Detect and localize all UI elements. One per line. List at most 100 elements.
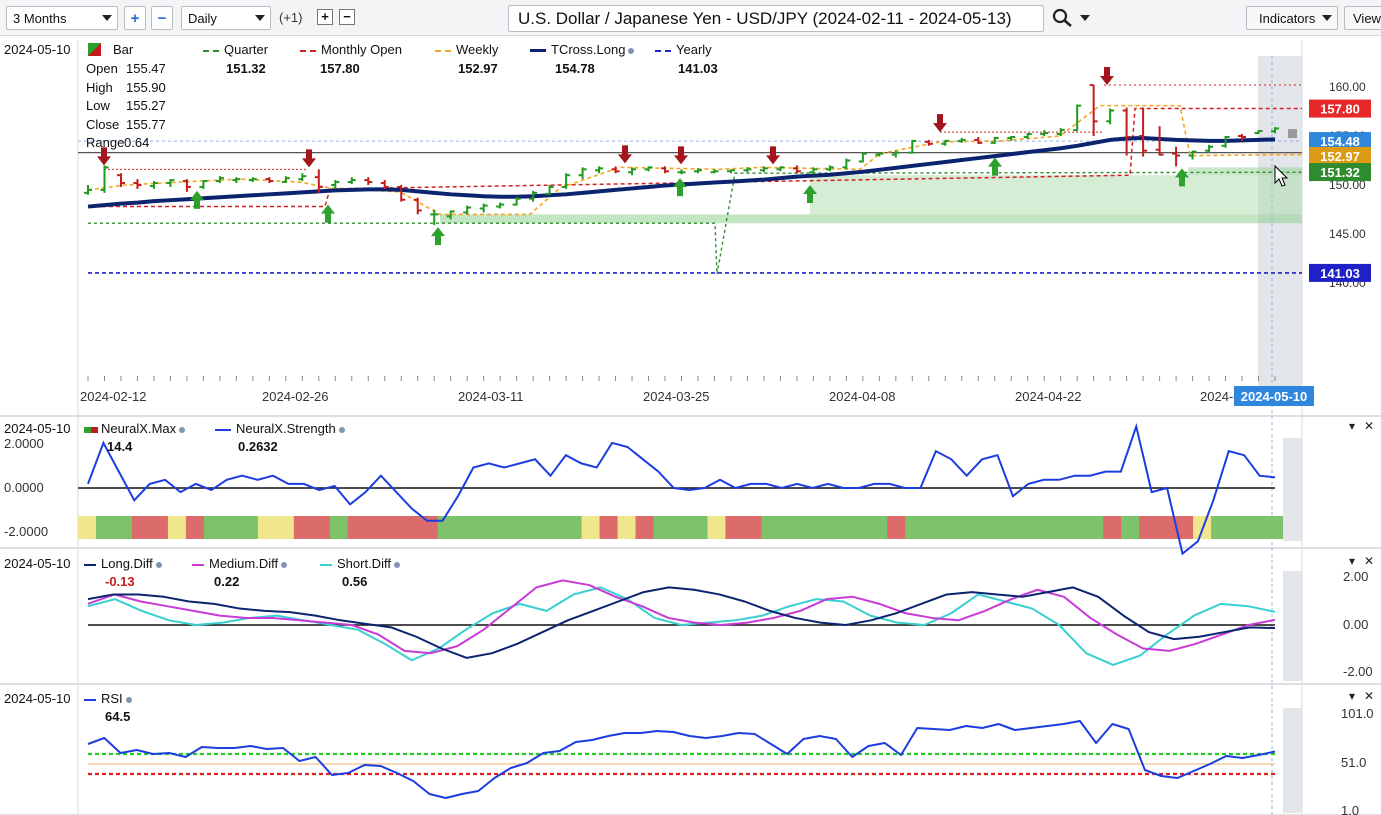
legend-rsi-name: RSI (101, 691, 123, 706)
neural-max-block (527, 516, 547, 539)
neural-max-block (1265, 516, 1284, 539)
legend-neural-max-name: NeuralX.Max (101, 421, 177, 436)
neural-max-block (275, 516, 295, 539)
search-options-chevron-icon[interactable] (1080, 15, 1090, 21)
neural-max-block (1121, 516, 1140, 539)
ohlc-key-range: Range (86, 135, 125, 150)
neural-max-block (455, 516, 475, 539)
diff-axis-label: 0.00 (1343, 617, 1368, 632)
neural-max-block (239, 516, 259, 539)
price-bar (891, 150, 900, 158)
compare-plus-button[interactable]: + (317, 9, 333, 25)
zoom-in-button[interactable]: + (124, 6, 146, 30)
price-bar (1271, 127, 1279, 134)
price-bar (661, 166, 670, 174)
medium-diff-swatch (192, 563, 204, 566)
neural-max-block (95, 516, 115, 539)
price-badge-label: 152.97 (1320, 149, 1360, 164)
buy-arrow-icon (803, 185, 817, 204)
legend-bar: Bar (88, 42, 133, 57)
neural-max-block (761, 516, 780, 539)
price-badge: 152.97 (1309, 146, 1371, 165)
neural-max-block (1175, 516, 1194, 539)
neural-max-block (1211, 516, 1230, 539)
compare-minus-button[interactable]: − (339, 9, 355, 25)
zoom-out-button[interactable]: − (151, 6, 173, 30)
neural-max-block (419, 516, 439, 539)
settings-dot-icon[interactable] (628, 47, 635, 54)
sell-arrow-icon (97, 147, 111, 166)
ohlc-value-close: 155.77 (126, 116, 166, 132)
view-button[interactable]: View (1344, 6, 1381, 30)
neural-max-block (257, 516, 277, 539)
legend-yearly-name: Yearly (676, 42, 712, 57)
price-badge-bg (1309, 163, 1371, 182)
date-axis-label: 2024-04-22 (1015, 389, 1082, 404)
rsi-swatch (84, 698, 96, 701)
symbol-input[interactable]: U.S. Dollar / Japanese Yen - USD/JPY (20… (508, 5, 1044, 32)
settings-dot-icon[interactable] (125, 696, 132, 703)
sell-arrow-icon (302, 149, 316, 168)
indicators-button[interactable]: Indicators (1246, 6, 1338, 30)
neural-future-shade (1283, 438, 1302, 541)
price-bar (1040, 130, 1049, 136)
panel-menu-chevron-icon[interactable]: ▾ (1349, 689, 1356, 703)
neural-max-block (635, 516, 655, 539)
panel-close-icon[interactable]: ✕ (1364, 689, 1375, 703)
neural-max-block (167, 516, 187, 539)
chart-area[interactable]: 160.00155.00150.00145.00140.00157.80154.… (0, 36, 1381, 815)
neural-strength-line (87, 422, 1276, 556)
settings-dot-icon[interactable] (155, 561, 162, 568)
neural-max-block (797, 516, 816, 539)
bar-color-icon (88, 43, 101, 56)
chevron-down-icon (102, 15, 112, 21)
buy-arrow-icon (673, 178, 687, 197)
panel-menu-chevron-icon[interactable]: ▾ (1349, 419, 1356, 433)
current-date-badge (1234, 386, 1314, 406)
ohlc-value-high: 155.90 (126, 79, 166, 95)
price-bar (710, 169, 719, 174)
price-badge-label: 157.80 (1320, 102, 1360, 117)
panel-close-icon[interactable]: ✕ (1364, 419, 1375, 433)
price-bar (595, 166, 604, 174)
legend-short-diff: Short.Diff (320, 556, 400, 571)
legend-quarter-name: Quarter (224, 42, 269, 57)
price-bar (1238, 134, 1247, 141)
price-bar (693, 168, 702, 174)
interval-select[interactable]: Daily (181, 6, 271, 30)
price-bar (743, 167, 752, 173)
settings-dot-icon[interactable] (338, 426, 345, 433)
neural-max-block (365, 516, 385, 539)
price-bar (133, 179, 142, 189)
settings-dot-icon[interactable] (393, 561, 400, 568)
panel-menu-chevron-icon[interactable]: ▾ (1349, 554, 1356, 568)
neural-max-block (1049, 516, 1068, 539)
price-bar (792, 165, 801, 174)
plus-icon: + (130, 9, 140, 27)
price-bar (776, 166, 785, 172)
sell-arrow-icon (1100, 67, 1114, 86)
settings-dot-icon[interactable] (179, 426, 186, 433)
price-badge-label: 141.03 (1320, 266, 1360, 281)
legend-monthly: Monthly Open (300, 42, 402, 57)
chart-canvas[interactable]: 160.00155.00150.00145.00140.00157.80154.… (0, 36, 1381, 815)
price-bar (413, 197, 422, 215)
price-bar (149, 181, 158, 189)
price-badge: 141.03 (1309, 263, 1371, 282)
price-bar (1073, 104, 1082, 132)
ohlc-key-open: Open (86, 61, 118, 76)
support-zone-low (440, 214, 1302, 224)
neural-max-block (1067, 516, 1086, 539)
strength-swatch (215, 428, 231, 431)
price-bar (611, 166, 620, 174)
panel-close-icon[interactable]: ✕ (1364, 554, 1375, 568)
settings-dot-icon[interactable] (281, 561, 288, 568)
price-bar (446, 210, 455, 220)
range-select[interactable]: 3 Months (6, 6, 118, 30)
long-diff-line (87, 586, 1276, 659)
interval-select-value: Daily (188, 10, 217, 26)
search-icon[interactable] (1052, 8, 1074, 28)
price-bar (842, 158, 851, 170)
legend-weekly: Weekly (435, 42, 498, 57)
price-badge-bg (1309, 132, 1371, 151)
